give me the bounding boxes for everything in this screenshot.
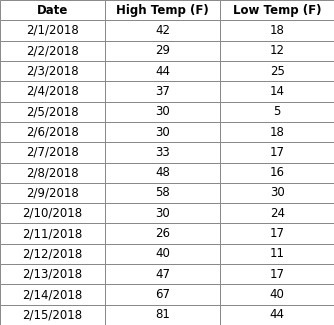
- Bar: [0, 224, 105, 244]
- Text: Low Temp (F): Low Temp (F): [233, 4, 321, 17]
- Text: 47: 47: [155, 268, 170, 281]
- Bar: [220, 183, 334, 203]
- Text: 48: 48: [155, 166, 170, 179]
- Text: 2/2/2018: 2/2/2018: [26, 44, 79, 57]
- Text: 44: 44: [270, 308, 285, 321]
- Bar: [220, 224, 334, 244]
- Text: 25: 25: [270, 65, 285, 78]
- Bar: [0, 122, 105, 142]
- Text: 2/1/2018: 2/1/2018: [26, 24, 79, 37]
- Bar: [105, 101, 220, 122]
- Text: 2/4/2018: 2/4/2018: [26, 85, 79, 98]
- Bar: [105, 264, 220, 284]
- Bar: [105, 305, 220, 325]
- Bar: [0, 81, 105, 101]
- Text: 17: 17: [270, 268, 285, 281]
- Bar: [220, 305, 334, 325]
- Text: 2/3/2018: 2/3/2018: [26, 65, 79, 78]
- Bar: [220, 122, 334, 142]
- Bar: [105, 183, 220, 203]
- Text: 2/8/2018: 2/8/2018: [26, 166, 79, 179]
- Text: 29: 29: [155, 44, 170, 57]
- Bar: [0, 162, 105, 183]
- Text: 5: 5: [274, 105, 281, 118]
- Bar: [0, 284, 105, 305]
- Bar: [220, 284, 334, 305]
- Text: 40: 40: [155, 247, 170, 260]
- Bar: [220, 20, 334, 41]
- Text: 2/5/2018: 2/5/2018: [26, 105, 79, 118]
- Bar: [0, 244, 105, 264]
- Text: 30: 30: [155, 125, 170, 138]
- Bar: [105, 61, 220, 81]
- Text: 30: 30: [155, 105, 170, 118]
- Bar: [105, 224, 220, 244]
- Bar: [0, 41, 105, 61]
- Bar: [105, 284, 220, 305]
- Bar: [0, 264, 105, 284]
- Text: 2/12/2018: 2/12/2018: [22, 247, 83, 260]
- Text: 2/9/2018: 2/9/2018: [26, 187, 79, 200]
- Bar: [220, 244, 334, 264]
- Bar: [220, 0, 334, 20]
- Bar: [220, 162, 334, 183]
- Text: 2/6/2018: 2/6/2018: [26, 125, 79, 138]
- Text: 67: 67: [155, 288, 170, 301]
- Text: 2/13/2018: 2/13/2018: [22, 268, 83, 281]
- Bar: [0, 305, 105, 325]
- Bar: [0, 203, 105, 224]
- Bar: [105, 0, 220, 20]
- Bar: [220, 101, 334, 122]
- Bar: [105, 41, 220, 61]
- Text: 14: 14: [270, 85, 285, 98]
- Text: 30: 30: [155, 207, 170, 220]
- Text: 2/11/2018: 2/11/2018: [22, 227, 83, 240]
- Text: 2/15/2018: 2/15/2018: [22, 308, 83, 321]
- Text: 42: 42: [155, 24, 170, 37]
- Bar: [105, 203, 220, 224]
- Text: 18: 18: [270, 125, 285, 138]
- Bar: [220, 61, 334, 81]
- Bar: [0, 183, 105, 203]
- Text: 24: 24: [270, 207, 285, 220]
- Bar: [105, 244, 220, 264]
- Text: 30: 30: [270, 187, 285, 200]
- Bar: [220, 203, 334, 224]
- Text: 58: 58: [155, 187, 170, 200]
- Text: 16: 16: [270, 166, 285, 179]
- Bar: [105, 81, 220, 101]
- Text: 40: 40: [270, 288, 285, 301]
- Bar: [105, 20, 220, 41]
- Bar: [105, 162, 220, 183]
- Text: 33: 33: [155, 146, 170, 159]
- Text: 81: 81: [155, 308, 170, 321]
- Bar: [220, 81, 334, 101]
- Bar: [220, 41, 334, 61]
- Bar: [220, 142, 334, 162]
- Text: 11: 11: [270, 247, 285, 260]
- Text: 2/7/2018: 2/7/2018: [26, 146, 79, 159]
- Text: 37: 37: [155, 85, 170, 98]
- Text: 26: 26: [155, 227, 170, 240]
- Text: Date: Date: [37, 4, 68, 17]
- Text: 2/14/2018: 2/14/2018: [22, 288, 83, 301]
- Text: 18: 18: [270, 24, 285, 37]
- Bar: [0, 142, 105, 162]
- Text: 44: 44: [155, 65, 170, 78]
- Bar: [0, 61, 105, 81]
- Bar: [0, 20, 105, 41]
- Bar: [0, 101, 105, 122]
- Text: 17: 17: [270, 146, 285, 159]
- Bar: [220, 264, 334, 284]
- Text: 12: 12: [270, 44, 285, 57]
- Bar: [105, 142, 220, 162]
- Bar: [105, 122, 220, 142]
- Text: 17: 17: [270, 227, 285, 240]
- Text: 2/10/2018: 2/10/2018: [22, 207, 83, 220]
- Bar: [0, 0, 105, 20]
- Text: High Temp (F): High Temp (F): [117, 4, 209, 17]
